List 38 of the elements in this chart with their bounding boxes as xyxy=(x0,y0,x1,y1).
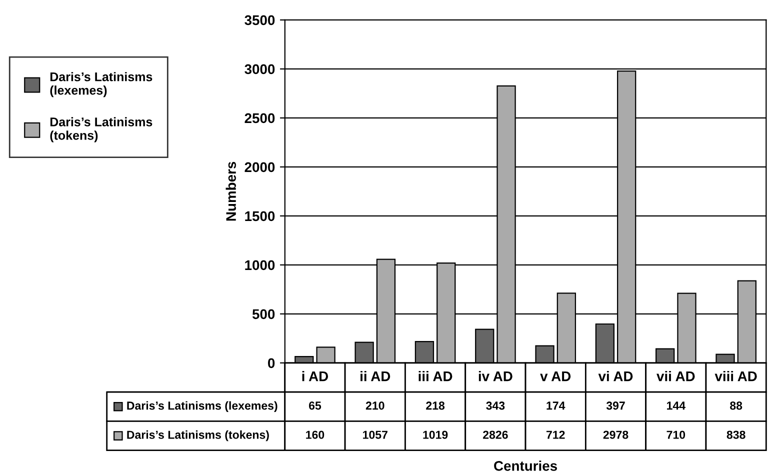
x-tick-label: vii AD xyxy=(656,371,695,382)
data-label: 210 xyxy=(366,402,384,410)
data-label: 712 xyxy=(546,430,565,439)
data-label: 65 xyxy=(308,402,322,410)
data-label: 174 xyxy=(546,402,566,410)
y-tick-label: 2000 xyxy=(244,162,275,172)
data-label: 397 xyxy=(606,402,625,410)
data-label: 343 xyxy=(486,402,505,410)
text: Daris’s Latinisms (lexemes) xyxy=(50,72,152,98)
x-tick-label: iii AD xyxy=(418,371,452,382)
y-tick-label: 500 xyxy=(252,309,275,320)
legend-label: Daris’s Latinisms (tokens) xyxy=(127,430,269,442)
x-tick-label: iv AD xyxy=(478,371,512,382)
y-tick-label: 3000 xyxy=(244,64,275,74)
x-tick-label: vi AD xyxy=(598,371,633,382)
x-tick-label: viii AD xyxy=(714,371,757,382)
legend-label: Daris’s Latinisms (lexemes) xyxy=(127,401,278,412)
y-tick-label: 0 xyxy=(268,358,275,368)
data-label: 838 xyxy=(726,430,746,439)
x-tick-label: ii AD xyxy=(360,371,390,382)
y-tick-label: 2500 xyxy=(244,113,275,124)
text: Centuries xyxy=(494,460,557,471)
y-tick-label: 1000 xyxy=(245,260,275,270)
y-tick-label: 1500 xyxy=(245,211,275,222)
data-label: 2978 xyxy=(603,430,628,439)
data-label: 2826 xyxy=(483,430,508,439)
data-label: 144 xyxy=(667,402,686,410)
y-axis-title: Numbers xyxy=(226,162,236,221)
data-label: 1019 xyxy=(423,430,448,439)
data-label: 1057 xyxy=(363,430,388,439)
text: Daris’s Latinisms (tokens) xyxy=(50,117,152,142)
data-label: 710 xyxy=(666,430,686,439)
data-label: 160 xyxy=(306,430,324,439)
x-tick-label: v AD xyxy=(540,372,571,382)
y-tick-label: 3500 xyxy=(244,15,275,26)
data-label: 88 xyxy=(730,402,742,410)
x-tick-label: i AD xyxy=(302,371,328,382)
data-label: 218 xyxy=(426,402,445,410)
